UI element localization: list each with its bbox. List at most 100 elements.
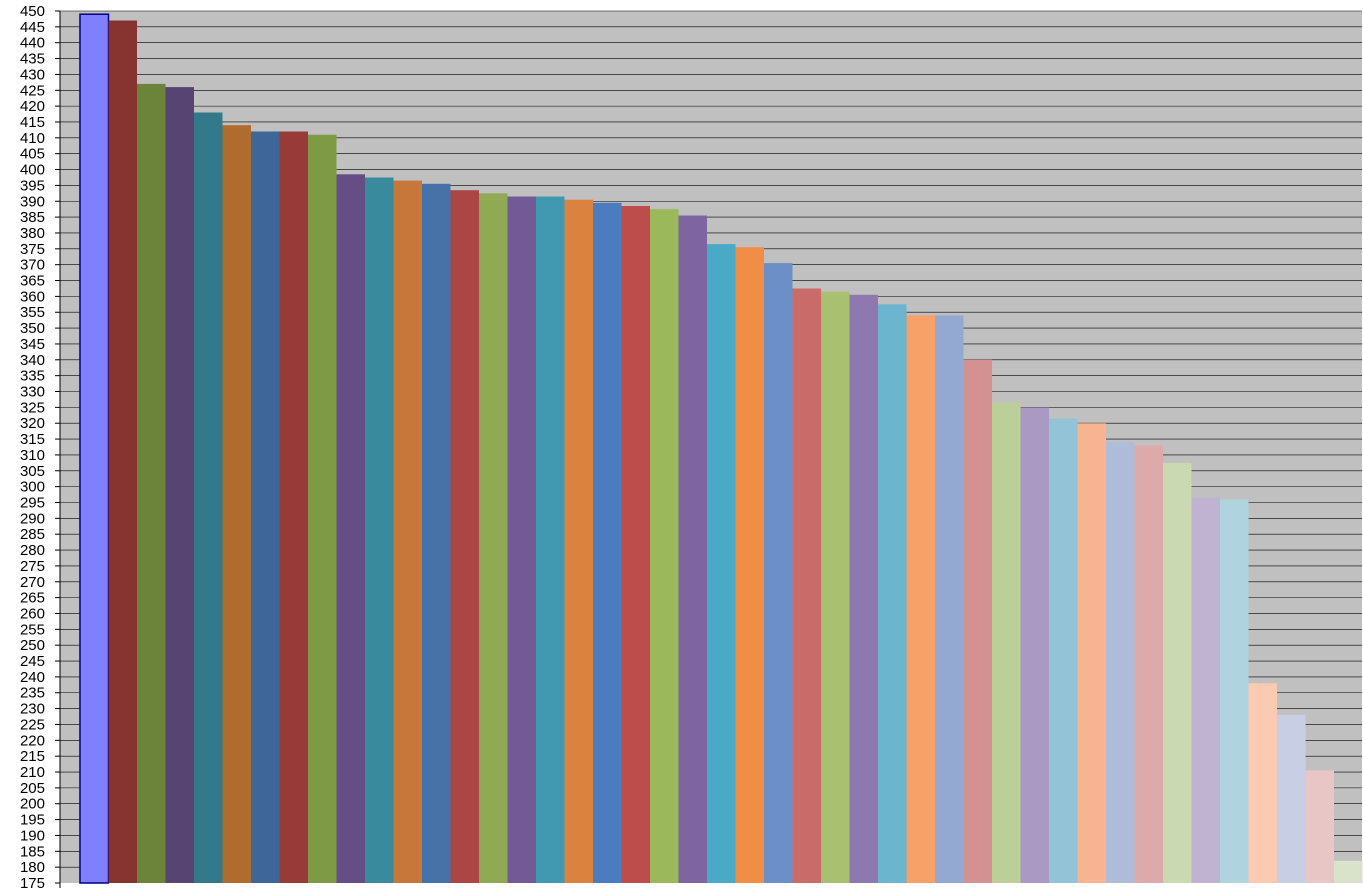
bar — [137, 83, 166, 883]
bars — [79, 13, 1363, 884]
y-tick-label: 220 — [20, 732, 45, 749]
y-tick-label: 230 — [20, 701, 45, 718]
bar — [1134, 445, 1163, 883]
y-tick-label: 395 — [20, 177, 45, 194]
y-tick-label: 425 — [20, 82, 45, 99]
bar — [108, 20, 137, 883]
bar — [821, 291, 850, 884]
bar — [621, 206, 650, 883]
bar — [650, 209, 679, 883]
bar — [1020, 407, 1049, 883]
bar — [935, 315, 964, 883]
y-tick-label: 330 — [20, 384, 45, 401]
bar — [393, 180, 422, 884]
bar — [450, 190, 479, 883]
y-tick-label: 405 — [20, 146, 45, 163]
y-tick-labels: 4504454404354304254204154104054003953903… — [20, 3, 45, 891]
y-tick-label: 185 — [20, 843, 45, 860]
bar — [878, 304, 907, 883]
bar — [1106, 442, 1135, 883]
bar — [1191, 497, 1220, 883]
y-tick-label: 360 — [20, 288, 45, 305]
y-tick-label: 260 — [20, 605, 45, 622]
bar — [79, 13, 110, 884]
y-tick-label: 335 — [20, 368, 45, 385]
y-tick-label: 235 — [20, 685, 45, 702]
y-tick-label: 205 — [20, 780, 45, 797]
bar — [336, 174, 365, 884]
bar — [536, 196, 565, 883]
y-tick-label: 370 — [20, 257, 45, 274]
y-tick-label: 340 — [20, 352, 45, 369]
bar — [1277, 714, 1306, 883]
y-axis — [55, 10, 61, 888]
bar — [678, 215, 707, 883]
y-tick-label: 180 — [20, 859, 45, 876]
y-tick-label: 210 — [20, 764, 45, 781]
y-tick-label: 195 — [20, 812, 45, 829]
y-tick-label: 355 — [20, 304, 45, 321]
bar — [479, 193, 508, 884]
bar — [1049, 418, 1078, 883]
y-tick-label: 390 — [20, 193, 45, 210]
bar — [308, 134, 337, 883]
bar — [735, 247, 764, 883]
bar — [906, 315, 935, 883]
y-tick-label: 440 — [20, 35, 45, 52]
y-tick-label: 305 — [20, 463, 45, 480]
y-tick-label: 290 — [20, 510, 45, 527]
y-tick-label: 350 — [20, 320, 45, 337]
bar — [1334, 860, 1363, 883]
y-tick-label: 255 — [20, 621, 45, 638]
bar — [992, 402, 1021, 883]
bar — [963, 359, 992, 883]
y-tick-label: 280 — [20, 542, 45, 559]
bar — [849, 294, 878, 883]
y-tick-label: 200 — [20, 796, 45, 813]
bar — [593, 202, 622, 884]
bar — [707, 244, 736, 884]
y-tick-label: 325 — [20, 399, 45, 416]
y-tick-label: 300 — [20, 479, 45, 496]
y-tick-label: 240 — [20, 669, 45, 686]
bar — [792, 288, 821, 883]
bar — [1163, 462, 1192, 883]
y-tick-label: 430 — [20, 66, 45, 83]
y-tick-label: 190 — [20, 827, 45, 844]
y-tick-label: 225 — [20, 716, 45, 733]
bar — [251, 131, 280, 883]
bar — [507, 196, 536, 883]
y-tick-label: 420 — [20, 98, 45, 115]
y-tick-label: 365 — [20, 273, 45, 290]
y-tick-label: 410 — [20, 130, 45, 147]
y-tick-label: 250 — [20, 637, 45, 654]
y-tick-label: 215 — [20, 748, 45, 765]
bar — [1305, 770, 1334, 883]
y-tick-label: 380 — [20, 225, 45, 242]
y-tick-label: 435 — [20, 51, 45, 68]
y-tick-label: 295 — [20, 494, 45, 511]
y-tick-label: 375 — [20, 241, 45, 258]
y-tick-label: 445 — [20, 19, 45, 36]
bar — [365, 177, 394, 883]
y-tick-label: 315 — [20, 431, 45, 448]
y-tick-label: 270 — [20, 574, 45, 591]
y-tick-label: 415 — [20, 114, 45, 131]
y-tick-label: 385 — [20, 209, 45, 226]
bar — [422, 183, 451, 884]
y-tick-label: 400 — [20, 162, 45, 179]
bar — [764, 263, 793, 884]
bar — [1220, 499, 1249, 883]
y-tick-label: 310 — [20, 447, 45, 464]
y-tick-label: 275 — [20, 558, 45, 575]
bar — [194, 112, 223, 883]
bar — [564, 199, 593, 883]
bar — [165, 87, 194, 884]
y-tick-label: 285 — [20, 526, 45, 543]
y-tick-label: 450 — [20, 3, 45, 20]
bar — [1077, 423, 1106, 883]
bar — [1248, 683, 1277, 883]
y-tick-label: 320 — [20, 415, 45, 432]
y-tick-label: 175 — [20, 875, 45, 891]
